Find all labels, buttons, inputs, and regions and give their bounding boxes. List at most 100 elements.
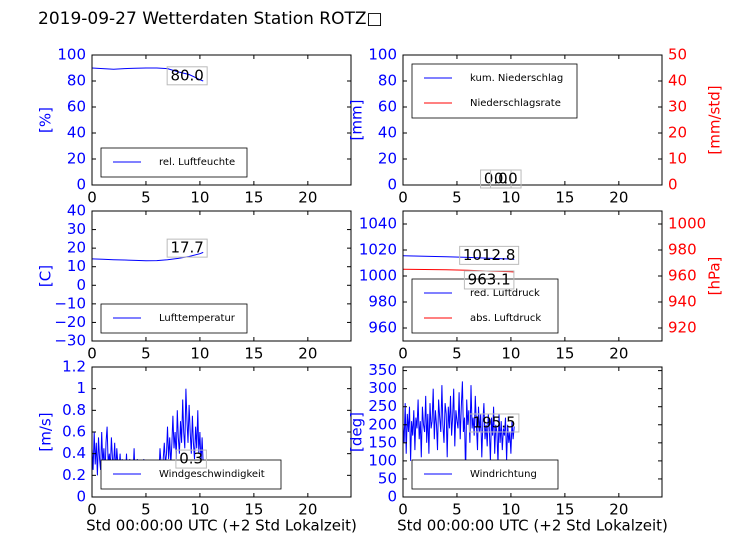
precipitation-ytick-label-2: 40	[378, 124, 397, 142]
precipitation-ytick-label-4: 80	[378, 72, 397, 90]
wind-speed-ytick-label-0: 0	[76, 488, 86, 506]
pressure-annotation-box-1	[463, 270, 515, 290]
wind-direction-series-line-0	[402, 381, 515, 476]
wind-speed-ylabel: [m/s]	[37, 412, 55, 451]
precipitation-ytick-right-label-0: 0	[668, 176, 678, 194]
pressure-ytick-right-label-0: 920	[668, 319, 697, 337]
wind-direction-annotation-box-0	[468, 413, 520, 433]
pressure-ytick-right-label-2: 960	[668, 267, 697, 285]
precipitation-legend-box	[411, 63, 578, 119]
wind-speed-ytick-label-5: 1	[76, 379, 86, 397]
wind-direction-ytick-label-5: 250	[368, 397, 397, 415]
wind-speed-xtick-label-3: 15	[244, 501, 263, 519]
precipitation-ylabel-right: [mm/std]	[706, 85, 724, 154]
wind-speed-ytick-label-1: 0.2	[62, 466, 86, 484]
temperature-xtick-label-4: 20	[298, 345, 317, 363]
humidity-ytick-label-0: 0	[76, 176, 86, 194]
precipitation-annotation-box-1	[490, 169, 522, 189]
humidity-annotation-box-0	[166, 66, 208, 86]
precipitation-legend-label-1: Niederschlagsrate	[470, 98, 561, 109]
wind-direction-ytick-label-7: 350	[368, 361, 397, 379]
humidity-ytick-label-5: 100	[57, 46, 86, 64]
precipitation-ytick-label-1: 20	[378, 150, 397, 168]
precipitation-annotation-1: 0.0	[494, 170, 518, 188]
figure-title: 2019-09-27 Wetterdaten Station ROTZ□	[38, 9, 383, 29]
wind-direction-xtick-label-0: 0	[398, 501, 408, 519]
temperature-ytick-label-3: 0	[76, 276, 86, 294]
wind-speed-xtick-label-2: 10	[190, 501, 209, 519]
humidity-series-line-0	[91, 67, 204, 82]
precipitation-xtick-label-4: 20	[609, 189, 628, 207]
precipitation-annotation-0: 0.0	[484, 170, 508, 188]
pressure-annotation-1: 963.1	[468, 270, 511, 288]
wind-speed-annotation-0: 0.3	[179, 450, 203, 468]
pressure-series-line-1	[402, 268, 515, 273]
wind-direction-ylabel: [deg]	[348, 412, 366, 452]
wind-direction-xtick-label-3: 15	[555, 501, 574, 519]
humidity-ytick-label-2: 40	[67, 124, 86, 142]
wind-direction-ytick-label-3: 150	[368, 433, 397, 451]
temperature-ytick-label-4: 10	[67, 257, 86, 275]
wind-direction-ytick-label-6: 300	[368, 379, 397, 397]
temperature-annotation-box-0	[166, 238, 208, 258]
pressure-xtick-label-0: 0	[398, 345, 408, 363]
pressure-ytick-label-2: 1000	[359, 267, 397, 285]
pressure-ytick-right-label-4: 1000	[668, 215, 706, 233]
humidity-xtick-label-2: 10	[190, 189, 209, 207]
temperature-ylabel: [C]	[37, 265, 55, 287]
precipitation-ytick-label-3: 60	[378, 98, 397, 116]
temperature-ytick-label-6: 30	[67, 220, 86, 238]
humidity-ytick-label-4: 80	[67, 72, 86, 90]
humidity-legend-label-0: rel. Luftfeuchte	[159, 157, 235, 168]
precipitation-ytick-right-label-2: 20	[668, 124, 687, 142]
humidity-axes-frame	[91, 54, 352, 186]
humidity-xtick-label-4: 20	[298, 189, 317, 207]
wind-direction-xtick-label-1: 5	[452, 501, 462, 519]
precipitation-ytick-right-label-1: 10	[668, 150, 687, 168]
humidity-ylabel: [%]	[37, 107, 55, 133]
precipitation-ylabel: [mm]	[348, 100, 366, 141]
precipitation-axes-frame	[402, 54, 663, 186]
wind-speed-ytick-label-2: 0.4	[62, 444, 86, 462]
precipitation-xtick-label-2: 10	[501, 189, 520, 207]
wind-direction-xlabel: Std 00:00:00 UTC (+2 Std Lokalzeit)	[397, 517, 668, 535]
temperature-ytick-label-1: −20	[54, 313, 86, 331]
wind-direction-ytick-label-2: 100	[368, 451, 397, 469]
humidity-ytick-label-1: 20	[67, 150, 86, 168]
wind-speed-xtick-label-0: 0	[87, 501, 97, 519]
wind-speed-ytick-label-4: 0.8	[62, 401, 86, 419]
temperature-xtick-label-3: 15	[244, 345, 263, 363]
pressure-xtick-label-2: 10	[501, 345, 520, 363]
temperature-series-line-0	[91, 251, 204, 262]
wind-speed-legend-label-0: Windgeschwindigkeit	[159, 469, 265, 480]
pressure-ytick-label-1: 980	[368, 293, 397, 311]
pressure-legend-box	[411, 278, 559, 334]
precipitation-xtick-label-3: 15	[555, 189, 574, 207]
precipitation-xtick-label-0: 0	[398, 189, 408, 207]
pressure-xtick-label-4: 20	[609, 345, 628, 363]
pressure-legend-label-0: red. Luftdruck	[470, 288, 540, 299]
wind-speed-xtick-label-1: 5	[141, 501, 151, 519]
precipitation-ytick-label-0: 0	[387, 176, 397, 194]
pressure-ytick-label-3: 1020	[359, 241, 397, 259]
temperature-ytick-label-0: −30	[54, 332, 86, 350]
pressure-ylabel-right: [hPa]	[706, 257, 724, 296]
pressure-annotation-0: 1012.8	[463, 246, 516, 264]
wind-speed-xlabel: Std 00:00:00 UTC (+2 Std Lokalzeit)	[86, 517, 357, 535]
precipitation-legend-label-0: kum. Niederschlag	[470, 73, 563, 84]
pressure-annotation-box-0	[459, 245, 520, 265]
precipitation-ytick-right-label-3: 30	[668, 98, 687, 116]
temperature-xtick-label-2: 10	[190, 345, 209, 363]
wind-speed-xtick-label-4: 20	[298, 501, 317, 519]
wind-speed-ytick-label-3: 0.6	[62, 423, 86, 441]
wind-speed-annotation-box-0	[175, 449, 207, 469]
precipitation-ytick-right-label-5: 50	[668, 46, 687, 64]
pressure-ytick-right-label-3: 980	[668, 241, 697, 259]
precipitation-ytick-label-5: 100	[368, 46, 397, 64]
precipitation-ytick-right-label-4: 40	[668, 72, 687, 90]
wind-direction-legend-label-0: Windrichtung	[470, 469, 537, 480]
pressure-legend-label-1: abs. Luftdruck	[470, 313, 541, 324]
pressure-ytick-label-4: 1040	[359, 215, 397, 233]
wind-direction-xtick-label-4: 20	[609, 501, 628, 519]
wind-direction-axes-frame	[402, 366, 663, 498]
